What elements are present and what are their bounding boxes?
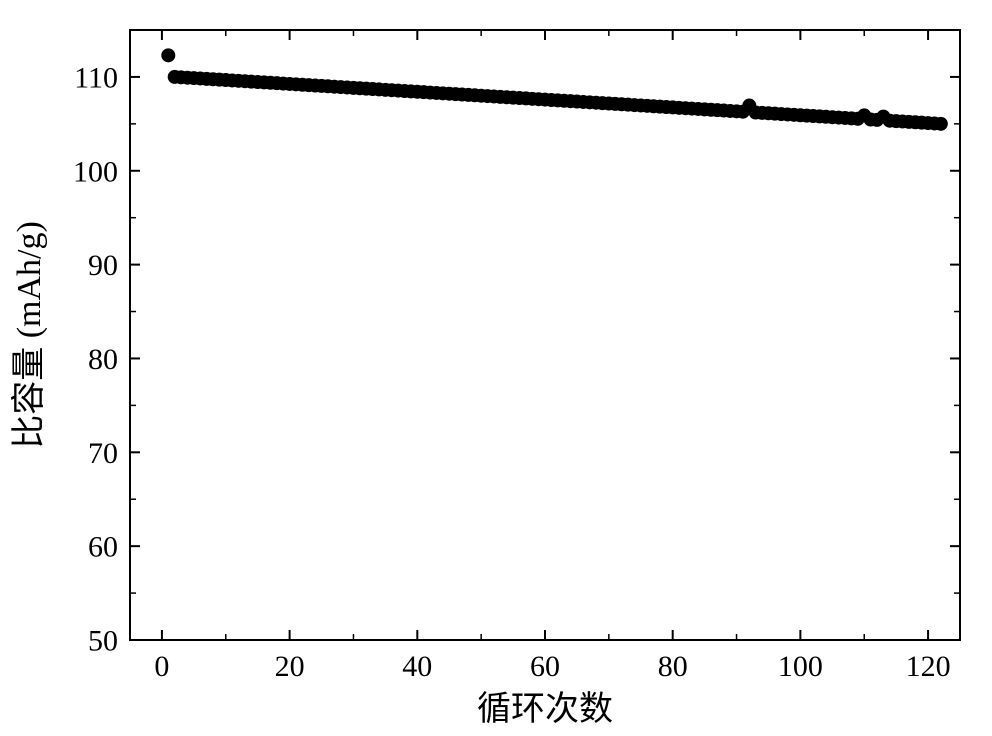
y-tick-label: 100	[73, 155, 118, 188]
x-tick-label: 100	[778, 650, 823, 683]
y-tick-label: 70	[88, 437, 118, 470]
y-tick-label: 110	[74, 61, 118, 94]
chart-bg	[0, 0, 992, 736]
x-tick-label: 80	[658, 650, 688, 683]
y-tick-label: 90	[88, 249, 118, 282]
y-tick-label: 60	[88, 531, 118, 564]
y-axis-title: 比容量 (mAh/g)	[10, 221, 48, 449]
x-tick-label: 120	[906, 650, 951, 683]
x-axis-title: 循环次数	[477, 690, 613, 728]
data-point	[934, 117, 947, 130]
capacity-cycle-chart: 0 20 40 60 80 100 120 50 60 70 80 90 100 110 循环次数 比容量 (…	[0, 0, 992, 736]
x-tick-label: 40	[402, 650, 432, 683]
y-tick-label: 80	[88, 343, 118, 376]
y-tick-label: 50	[88, 625, 118, 658]
data-point	[162, 49, 175, 62]
x-tick-label: 20	[275, 650, 305, 683]
chart-container: 0 20 40 60 80 100 120 50 60 70 80 90 100 110 循环次数 比容量 (…	[0, 0, 992, 736]
x-tick-label: 0	[154, 650, 169, 683]
x-tick-label: 60	[530, 650, 560, 683]
